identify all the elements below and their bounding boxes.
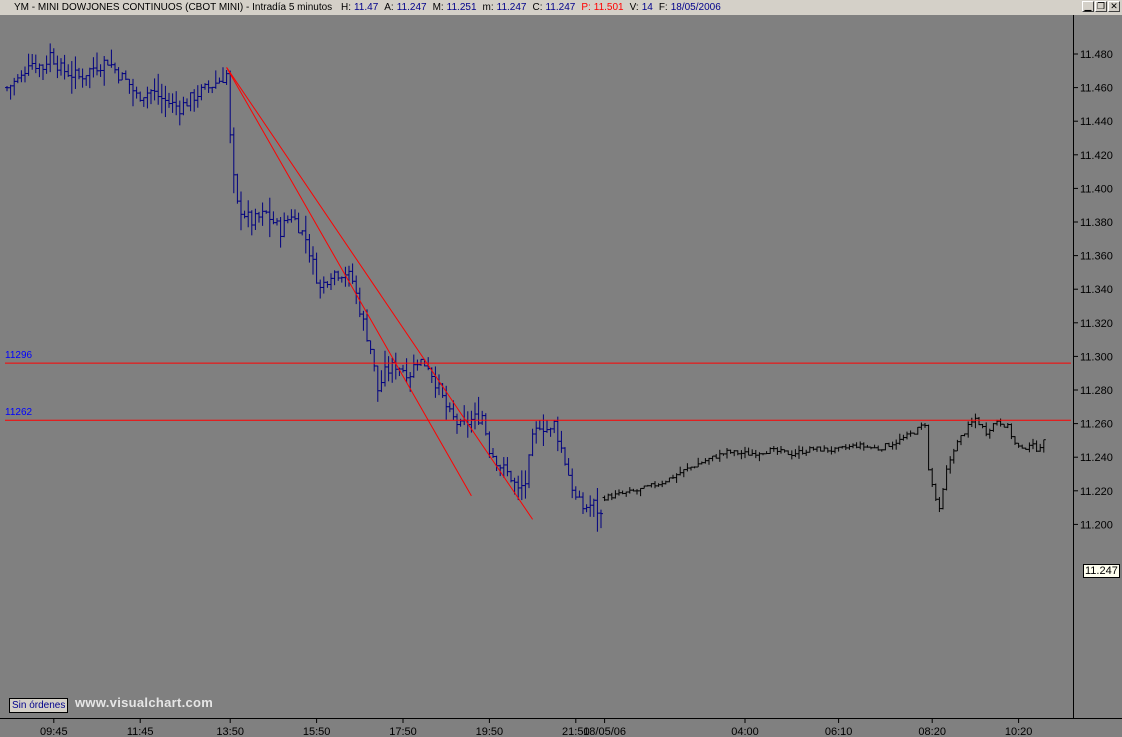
x-tick-label: 06:10 xyxy=(825,726,853,737)
x-tick-label: 17:50 xyxy=(389,726,417,737)
stat-value: 11.47 xyxy=(353,2,379,13)
minimize-button[interactable]: ▁ xyxy=(1082,1,1094,12)
y-tick-label: 11.420 xyxy=(1080,150,1113,162)
restore-button[interactable]: ❐ xyxy=(1095,1,1107,12)
stat-key: m: xyxy=(482,2,494,13)
stat-value: 11.247 xyxy=(396,2,427,13)
stat-key: P: xyxy=(581,2,591,13)
stat-value: 11.247 xyxy=(545,2,576,13)
y-tick-label: 11.320 xyxy=(1080,318,1113,330)
y-tick-label: 11.260 xyxy=(1080,419,1113,431)
y-tick-label: 11.340 xyxy=(1080,284,1113,296)
x-tick-label: 11:45 xyxy=(127,726,154,737)
y-tick-label: 11.360 xyxy=(1080,251,1113,263)
stat-key: C: xyxy=(532,2,543,13)
x-tick-label: 08:20 xyxy=(918,726,946,737)
x-tick-label: 19:50 xyxy=(476,726,504,737)
stat-value: 14 xyxy=(641,2,653,13)
stat-key: A: xyxy=(384,2,394,13)
watermark: www.visualchart.com xyxy=(75,695,214,710)
x-tick-label: 09:45 xyxy=(40,726,68,737)
trendline xyxy=(226,67,472,497)
stat-key: F: xyxy=(658,2,668,13)
y-tick-label: 11.440 xyxy=(1080,116,1113,128)
stat-value: 11.251 xyxy=(446,2,477,13)
last-price-label: 11.247 xyxy=(1083,564,1120,578)
x-tick-label: 10:20 xyxy=(1005,726,1033,737)
price-axis[interactable] xyxy=(1073,15,1122,718)
window-controls: ▁ ❐ ✕ xyxy=(1082,1,1120,12)
y-tick-label: 11.480 xyxy=(1080,49,1113,61)
x-tick-label: 15:50 xyxy=(303,726,331,737)
orders-badge[interactable]: Sin órdenes xyxy=(9,698,69,713)
stat-key: H: xyxy=(340,2,351,13)
title-stats: H: 11.47 A: 11.247 M: 11.251 m: 11.247 C: 11.247 P… xyxy=(335,0,721,15)
y-tick-label: 11.380 xyxy=(1080,217,1113,229)
window-title: YM - MINI DOWJONES CONTINUOS (CBOT MINI)… xyxy=(14,2,333,13)
title-bar: YM - MINI DOWJONES CONTINUOS (CBOT MINI)… xyxy=(0,0,1122,15)
y-tick-label: 11.400 xyxy=(1080,183,1113,195)
y-tick-label: 11.220 xyxy=(1080,486,1113,498)
stat-value: 11.247 xyxy=(496,2,527,13)
y-tick-label: 11.300 xyxy=(1080,351,1113,363)
close-button[interactable]: ✕ xyxy=(1108,1,1120,12)
stat-key: M: xyxy=(432,2,444,13)
x-tick-label: 21:50 xyxy=(562,726,590,737)
level-label: 11262 xyxy=(5,407,33,418)
time-axis[interactable] xyxy=(0,718,1122,737)
stat-key: V: xyxy=(629,2,639,13)
y-tick-label: 11.200 xyxy=(1080,519,1113,531)
stat-value: 11.501 xyxy=(593,2,624,13)
y-tick-label: 11.460 xyxy=(1080,83,1113,95)
x-tick-label: 04:00 xyxy=(731,726,759,737)
x-tick-label: 13:50 xyxy=(216,726,244,737)
y-tick-label: 11.280 xyxy=(1080,385,1113,397)
x-tick-label: 18/05/06 xyxy=(583,726,626,737)
stat-value: 18/05/2006 xyxy=(670,2,721,13)
plot-area[interactable] xyxy=(0,15,1073,718)
trendline xyxy=(226,67,534,520)
level-label: 11296 xyxy=(5,350,33,361)
y-tick-label: 11.240 xyxy=(1080,452,1113,464)
